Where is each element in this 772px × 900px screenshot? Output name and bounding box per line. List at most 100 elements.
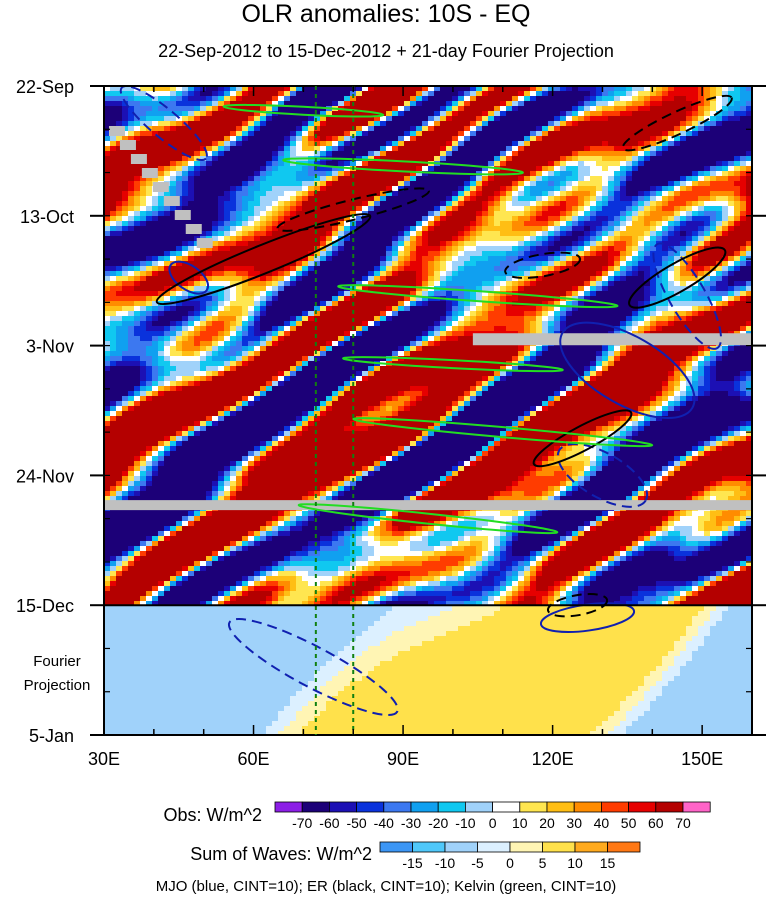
field-cell (608, 271, 615, 277)
field-cell (506, 236, 513, 242)
field-cell (200, 276, 207, 282)
field-cell (608, 281, 615, 287)
field-cell (302, 211, 309, 217)
field-cell (662, 211, 669, 217)
field-cell (548, 136, 555, 142)
field-cell (410, 216, 417, 222)
field-cell (512, 116, 519, 122)
field-cell (620, 126, 627, 132)
field-cell (200, 181, 207, 187)
field-cell (218, 181, 225, 187)
field-cell (242, 126, 249, 132)
field-cell (638, 211, 645, 217)
field-cell (380, 296, 387, 302)
field-cell (350, 171, 357, 177)
field-cell (494, 136, 501, 142)
field-cell (236, 286, 243, 292)
field-cell (728, 291, 735, 297)
field-cell (104, 181, 111, 187)
field-cell (392, 286, 399, 292)
field-cell (314, 151, 321, 157)
field-cell (542, 291, 549, 297)
field-cell (296, 96, 303, 102)
field-cell (626, 216, 633, 222)
field-cell (638, 286, 645, 292)
field-cell (578, 206, 585, 212)
field-cell (320, 256, 327, 262)
field-cell (212, 111, 219, 117)
field-cell (518, 306, 525, 312)
field-cell (110, 121, 117, 127)
field-cell (632, 286, 639, 292)
field-cell (266, 221, 273, 227)
field-cell (446, 126, 453, 132)
field-cell (644, 306, 651, 312)
field-cell (260, 261, 267, 267)
field-cell (674, 171, 681, 177)
field-cell (692, 261, 699, 267)
field-cell (302, 131, 309, 137)
field-cell (200, 201, 207, 207)
field-cell (608, 111, 615, 117)
field-cell (194, 96, 201, 102)
field-cell (614, 126, 621, 132)
field-cell (440, 301, 447, 307)
field-cell (668, 271, 675, 277)
field-cell (602, 111, 609, 117)
field-cell (494, 191, 501, 197)
field-cell (224, 226, 231, 232)
field-cell (548, 96, 555, 102)
field-cell (518, 206, 525, 212)
field-cell (398, 281, 405, 287)
field-cell (662, 191, 669, 197)
field-cell (266, 141, 273, 147)
field-cell (740, 131, 747, 137)
field-cell (500, 236, 507, 242)
field-cell (230, 226, 237, 232)
field-cell (638, 196, 645, 202)
field-cell (722, 256, 729, 262)
field-cell (128, 176, 135, 182)
field-cell (422, 271, 429, 277)
field-cell (494, 301, 501, 307)
field-cell (590, 216, 597, 222)
field-cell (686, 106, 693, 112)
field-cell (224, 86, 231, 92)
field-cell (230, 241, 237, 247)
field-cell (164, 241, 171, 247)
field-cell (152, 161, 159, 167)
field-cell (482, 226, 489, 232)
field-cell (542, 221, 549, 227)
field-cell (230, 121, 237, 127)
field-cell (140, 91, 147, 97)
field-cell (194, 176, 201, 182)
field-cell (392, 171, 399, 177)
field-cell (284, 226, 291, 232)
field-cell (746, 216, 752, 222)
field-cell (110, 286, 117, 292)
field-cell (194, 101, 201, 107)
field-cell (482, 201, 489, 207)
field-cell (224, 276, 231, 282)
field-cell (614, 236, 621, 242)
field-cell (518, 176, 525, 182)
field-cell (656, 291, 663, 297)
field-cell (380, 131, 387, 137)
field-cell (392, 241, 399, 247)
field-cell (422, 211, 429, 217)
field-cell (728, 201, 735, 207)
field-cell (158, 166, 165, 172)
field-cell (326, 161, 333, 167)
field-cell (152, 196, 159, 202)
field-cell (608, 146, 615, 152)
field-cell (674, 186, 681, 192)
field-cell (344, 141, 351, 147)
field-cell (128, 106, 135, 112)
field-cell (548, 121, 555, 127)
field-cell (284, 176, 291, 182)
field-cell (482, 191, 489, 197)
field-cell (134, 131, 141, 137)
field-cell (362, 96, 369, 102)
field-cell (302, 86, 309, 92)
